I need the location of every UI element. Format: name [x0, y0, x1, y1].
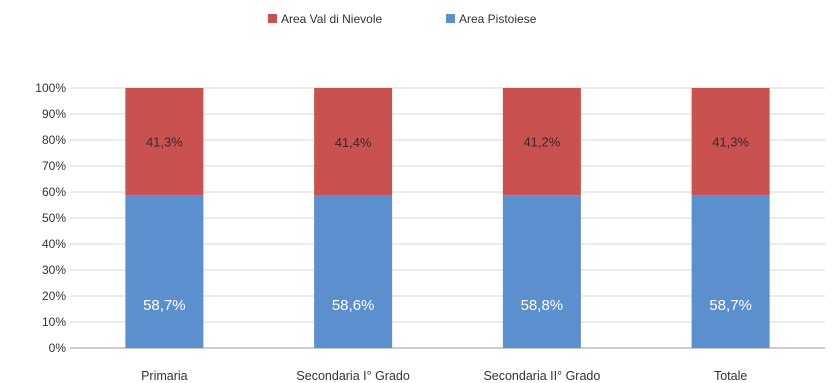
y-tick-label: 0% [49, 341, 67, 355]
y-tick-label: 90% [42, 107, 66, 121]
data-label: 41,3% [712, 135, 749, 150]
y-tick-label: 80% [42, 133, 66, 147]
data-label: 41,3% [146, 135, 183, 150]
legend: Area Val di Nievole Area Pistoiese [268, 12, 537, 26]
y-tick-label: 50% [42, 211, 66, 225]
data-label: 58,7% [143, 297, 186, 314]
x-axis: Primaria Secondaria I° Grado Secondaria II… [141, 369, 747, 383]
y-tick-label: 10% [42, 315, 66, 329]
bar-segment [502, 195, 581, 348]
y-tick-label: 20% [42, 289, 66, 303]
legend-label: Area Val di Nievole [281, 12, 382, 26]
data-label: 58,7% [709, 297, 752, 314]
bars: 58,7% 41,3% 58,6% 41,4% 58,8% 41,2% 58,7% 41,3% [125, 88, 770, 348]
data-label: 58,8% [521, 297, 564, 314]
legend-swatch [268, 14, 277, 23]
y-tick-label: 100% [35, 81, 66, 95]
x-tick-label: Primaria [141, 369, 188, 383]
data-label: 41,4% [335, 135, 372, 150]
bar-segment [502, 88, 581, 196]
x-tick-label: Secondaria I° Grado [296, 369, 409, 383]
x-tick-label: Totale [714, 369, 747, 383]
bar-segment [125, 88, 204, 196]
data-label: 41,2% [523, 135, 560, 150]
bar-segment [125, 195, 204, 348]
data-label: 58,6% [332, 297, 375, 314]
bar-segment [691, 88, 770, 196]
y-tick-label: 40% [42, 237, 66, 251]
bar-segment [314, 88, 393, 196]
bar-segment [691, 195, 770, 348]
y-tick-label: 30% [42, 263, 66, 277]
y-tick-label: 60% [42, 185, 66, 199]
y-tick-label: 70% [42, 159, 66, 173]
x-tick-label: Secondaria II° Grado [483, 369, 600, 383]
legend-label: Area Pistoiese [459, 12, 537, 26]
y-axis: 0% 10% 20% 30% 40% 50% 60% 70% 80% 90% 100% [35, 81, 66, 355]
bar-segment [314, 195, 393, 348]
legend-swatch [446, 14, 455, 23]
